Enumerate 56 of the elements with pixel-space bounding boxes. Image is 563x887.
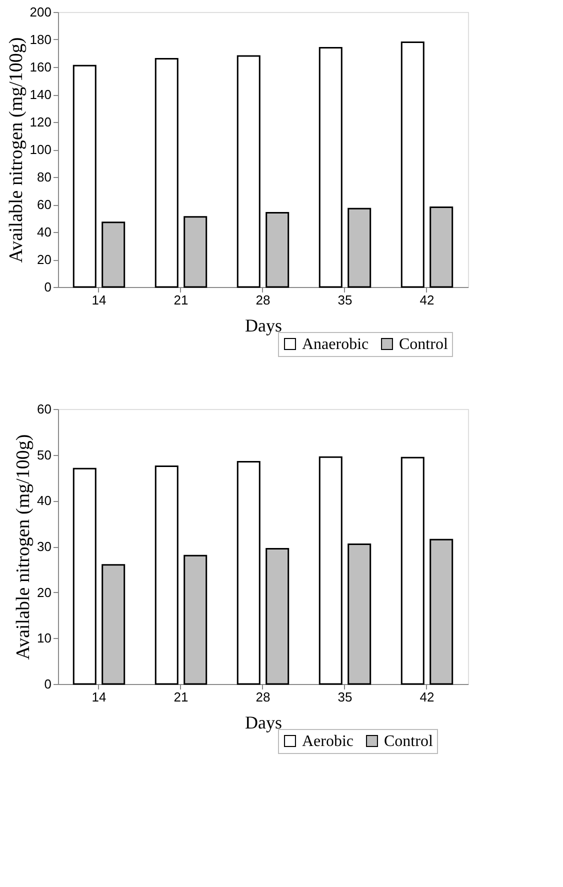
- x-tick-label: 35: [338, 292, 352, 308]
- x-tick-label: 21: [174, 292, 188, 308]
- y-tick-label: 40: [37, 493, 52, 508]
- x-tick-label: 28: [256, 690, 270, 704]
- y-axis-title: Available nitrogen (mg/100g): [13, 434, 34, 660]
- x-tick-label: 42: [420, 690, 434, 704]
- bar: [318, 47, 342, 288]
- bar: [154, 466, 178, 685]
- bar: [236, 55, 260, 288]
- bar: [400, 42, 424, 288]
- y-tick-label: 20: [37, 584, 52, 600]
- bar: [348, 543, 372, 685]
- y-tick-label: 60: [37, 402, 52, 416]
- y-tick-label: 120: [30, 114, 52, 130]
- y-tick-label: 20: [37, 252, 52, 267]
- bar: [348, 208, 372, 288]
- x-axis-title: Days: [245, 712, 282, 732]
- x-tick-label: 14: [92, 292, 106, 308]
- y-axis-title: Available nitrogen (mg/100g): [6, 37, 27, 263]
- x-tick-label: 35: [338, 690, 352, 704]
- bar: [266, 548, 290, 685]
- bar: [102, 564, 126, 685]
- y-tick-label: 160: [30, 60, 52, 74]
- x-tick-label: 28: [256, 292, 270, 308]
- x-axis-title: Days: [245, 316, 282, 336]
- bar: [266, 212, 290, 288]
- bar: [154, 58, 178, 288]
- legend-label: Anaerobic: [302, 336, 369, 353]
- y-tick-label: 0: [44, 280, 52, 294]
- x-tick-label: 42: [420, 292, 434, 308]
- bar: [72, 468, 96, 685]
- bar: [184, 554, 208, 685]
- bar: [184, 216, 208, 288]
- y-tick-label: 10: [37, 630, 52, 646]
- bar: [102, 222, 126, 288]
- y-tick-label: 100: [30, 142, 52, 157]
- y-tick-label: 140: [30, 87, 52, 102]
- y-tick-label: 0: [44, 676, 52, 692]
- bar: [430, 206, 454, 288]
- y-tick-label: 40: [37, 224, 52, 240]
- bar: [72, 64, 96, 288]
- bar: [236, 460, 260, 685]
- bar: [430, 538, 454, 685]
- bar: [318, 456, 342, 685]
- bar: [400, 456, 424, 685]
- y-tick-label: 200: [30, 4, 52, 20]
- legend-label: Control: [384, 733, 434, 750]
- x-tick-label: 14: [92, 690, 106, 704]
- y-tick-label: 50: [37, 447, 52, 462]
- legend-label: Control: [399, 336, 448, 353]
- y-tick-label: 180: [30, 32, 52, 47]
- x-tick-label: 21: [174, 690, 188, 704]
- y-tick-label: 60: [37, 197, 52, 212]
- y-tick-label: 30: [37, 539, 52, 554]
- y-tick-label: 80: [37, 170, 52, 184]
- legend-label: Aerobic: [302, 733, 354, 750]
